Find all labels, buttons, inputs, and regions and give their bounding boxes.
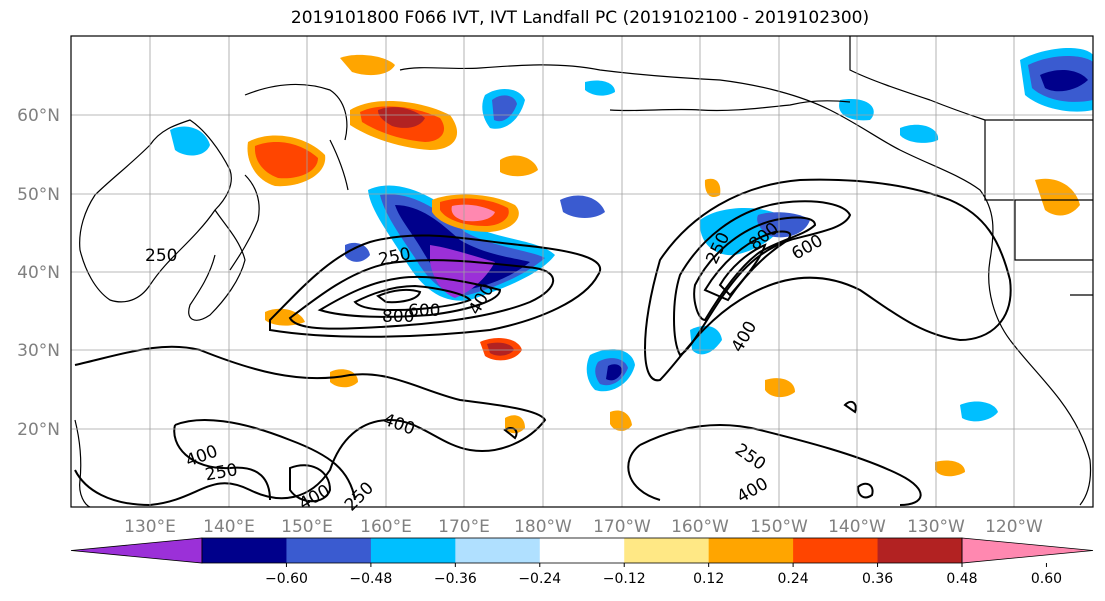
contour-label: 800 bbox=[382, 307, 414, 327]
colorbar-tick-label: 0.48 bbox=[946, 571, 977, 587]
shaded-fields bbox=[170, 48, 1093, 477]
lon-label: 150°W bbox=[750, 517, 808, 537]
lat-label: 60°N bbox=[17, 106, 60, 126]
contour-label: 250 bbox=[145, 246, 177, 266]
colorbar-tick-label: 0.24 bbox=[778, 571, 809, 587]
lon-label: 150°E bbox=[281, 517, 333, 537]
longitude-labels: 130°E 140°E 150°E 160°E 170°E 180°W 170°… bbox=[124, 517, 1043, 537]
colorbar-ticks: −0.60 −0.48 −0.36 −0.24 −0.12 0.12 0.24 0.36 0.4… bbox=[265, 563, 1062, 587]
colorbar-tick-label: −0.48 bbox=[349, 571, 392, 587]
colorbar-segment bbox=[793, 538, 879, 563]
map-frame bbox=[70, 35, 1094, 508]
colorbar-tick-label: 0.12 bbox=[693, 571, 724, 587]
lon-label: 140°W bbox=[828, 517, 886, 537]
colorbar-tick-label: −0.60 bbox=[265, 571, 308, 587]
lon-label: 180°W bbox=[514, 517, 572, 537]
colorbar-segment bbox=[455, 538, 541, 563]
latitude-labels: 60°N 50°N 40°N 30°N 20°N bbox=[17, 106, 60, 440]
colorbar-segment bbox=[202, 538, 287, 563]
lon-label: 160°E bbox=[360, 517, 412, 537]
lon-label: 170°E bbox=[438, 517, 490, 537]
colorbar-outline bbox=[201, 537, 963, 564]
gridlines bbox=[71, 36, 1093, 507]
lon-label: 140°E bbox=[203, 517, 255, 537]
colorbar-segment bbox=[70, 537, 203, 564]
colorbar-tick-label: −0.12 bbox=[603, 571, 646, 587]
lon-label: 170°W bbox=[593, 517, 651, 537]
lat-label: 30°N bbox=[17, 341, 60, 361]
colorbar-segment bbox=[539, 538, 625, 563]
contour-label: 600 bbox=[408, 301, 440, 321]
map-background bbox=[71, 36, 1093, 507]
lat-label: 20°N bbox=[17, 420, 60, 440]
coastlines bbox=[74, 36, 1093, 508]
colorbar-segment bbox=[624, 538, 710, 563]
map-title: 2019101800 F066 IVT, IVT Landfall PC (20… bbox=[290, 8, 870, 28]
lon-label: 120°W bbox=[985, 517, 1043, 537]
lat-label: 50°N bbox=[17, 185, 60, 205]
colorbar-tick-label: 0.36 bbox=[862, 571, 893, 587]
colorbar-tick-label: −0.36 bbox=[434, 571, 477, 587]
colorbar-tick-label: 0.60 bbox=[1031, 571, 1062, 587]
colorbar-segment bbox=[708, 538, 794, 563]
colorbar-segment bbox=[961, 537, 1094, 564]
colorbar bbox=[70, 537, 1094, 564]
colorbar-segment bbox=[877, 538, 963, 563]
colorbar-segment bbox=[286, 538, 372, 563]
lon-label: 130°E bbox=[124, 517, 176, 537]
colorbar-segment bbox=[370, 538, 456, 563]
lon-label: 160°W bbox=[671, 517, 729, 537]
lon-label: 130°W bbox=[907, 517, 965, 537]
colorbar-tick-label: −0.24 bbox=[518, 571, 561, 587]
lat-label: 40°N bbox=[17, 263, 60, 283]
ivt-contours bbox=[74, 178, 1012, 507]
